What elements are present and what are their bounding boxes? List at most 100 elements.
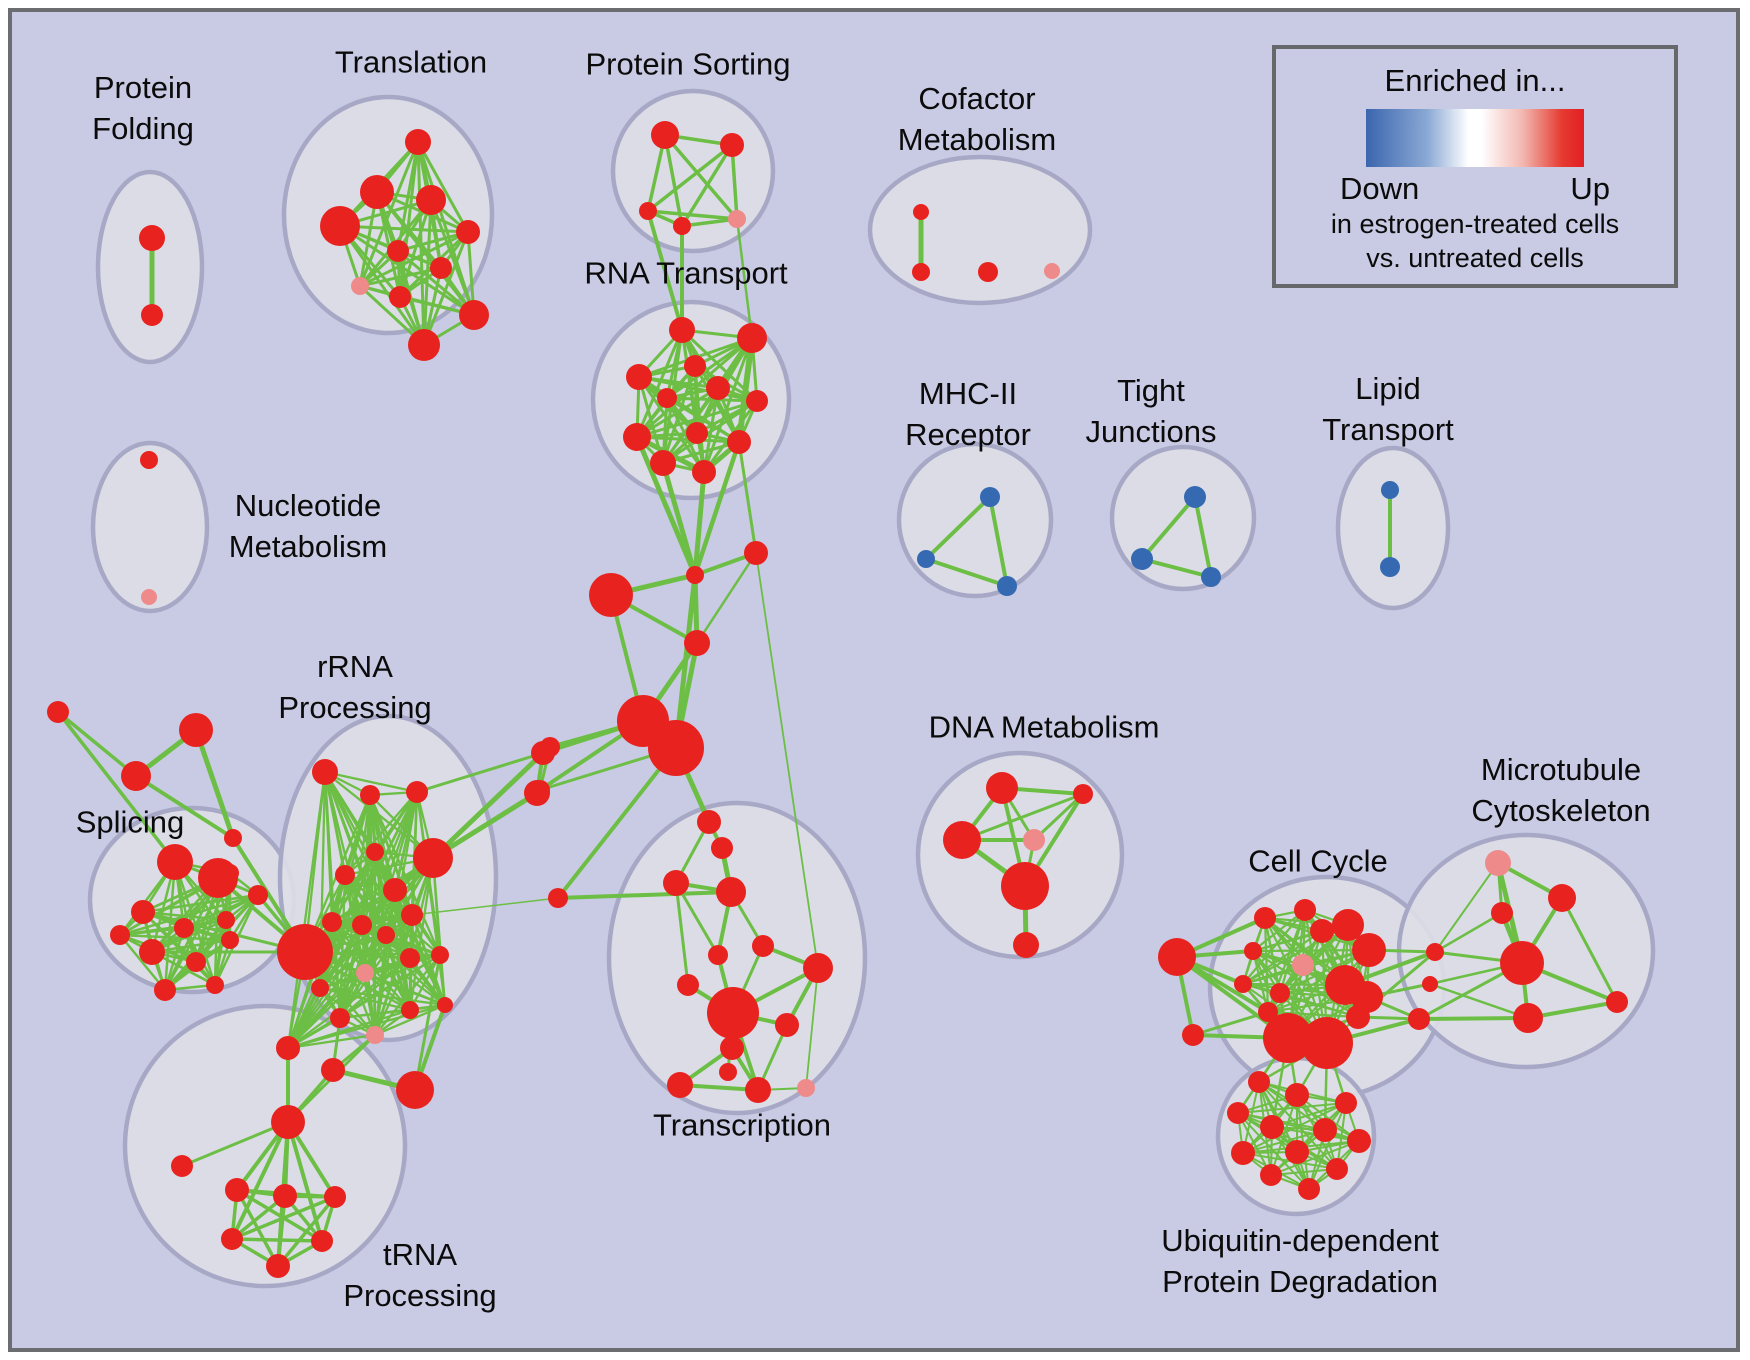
gene-set-node-cc5 [1332, 909, 1364, 941]
edge-dn1-dn2 [960, 792, 1085, 842]
gene-set-node-rt5 [657, 388, 677, 408]
gene-set-node-nm1 [141, 589, 157, 605]
gene-set-node-rr12 [400, 948, 420, 968]
gene-set-node-cf3 [1044, 263, 1060, 279]
gene-set-node-cc13 [1258, 1002, 1278, 1022]
edge-rr16-rr19 [318, 986, 412, 1012]
gene-set-node-cf2 [978, 262, 998, 282]
edge-rr7-rr15 [373, 913, 414, 1037]
gene-set-node-rr4 [413, 838, 453, 878]
gene-set-node-t1 [711, 837, 733, 859]
gene-set-node-rr20 [321, 1058, 345, 1082]
gene-set-node-dn5 [1013, 932, 1039, 958]
edge-st2-tw2 [556, 746, 678, 900]
gene-set-node-lp0 [1381, 481, 1399, 499]
edge-tj1-tj2 [1140, 557, 1213, 579]
edge-ps1-ps2 [646, 143, 734, 213]
gene-set-node-t4 [752, 935, 774, 957]
gene-set-node-sp10 [110, 925, 130, 945]
legend-caption-line1: in estrogen-treated cells [1330, 209, 1620, 239]
gene-set-node-t2 [663, 870, 689, 896]
edge-rr2-rr14 [338, 790, 419, 1020]
legend-title: Enriched in... [1384, 63, 1566, 98]
cluster-label-cofactor-metabolism: Cofactor Metabolism [897, 81, 1057, 157]
gene-set-node-rt10 [650, 450, 676, 476]
gene-set-node-mt3 [1500, 941, 1544, 985]
edge-rr9-rr19 [318, 923, 364, 990]
cluster-label-protein-folding: Protein Folding [92, 70, 194, 146]
cluster-label-lipid-transport: Lipid Transport [1322, 371, 1454, 447]
edge-ub5-ub6 [1242, 1129, 1326, 1154]
edge-st2-t3 [556, 890, 733, 900]
gene-set-node-rr11 [356, 964, 374, 982]
edge-rt11-ct0 [692, 469, 707, 578]
edge-th-tn5 [286, 1120, 324, 1243]
gene-set-node-ub4 [1260, 1115, 1284, 1139]
edge-rr5-rr7 [343, 873, 414, 917]
gene-set-node-pf1 [141, 304, 163, 326]
gene-set-node-sp3 [174, 918, 194, 938]
edge-ub9-ub10 [1270, 1168, 1338, 1176]
gene-set-node-mt4 [1513, 1003, 1543, 1033]
edge-rt9-ct1 [737, 440, 758, 555]
edge-rr8-rr16 [330, 920, 412, 1012]
gene-set-node-t0 [697, 810, 721, 834]
edge-rt2-rt9 [693, 364, 741, 444]
edge-tn3-tn6 [276, 1195, 337, 1268]
gene-set-node-rr2 [406, 781, 428, 803]
edge-rr15-rr17 [373, 1003, 447, 1037]
edge-mh0-mh1 [924, 495, 992, 561]
edge-sp8-sp11 [163, 893, 260, 992]
cluster-label-ubiquitin: Ubiquitin-dependent Protein Degradation [1161, 1223, 1439, 1299]
gene-set-node-sp9 [221, 864, 239, 882]
gene-set-node-cc1 [1182, 1024, 1204, 1046]
edge-sp10-sp11 [118, 933, 167, 992]
edge-tn4-tn5 [230, 1237, 324, 1243]
edge-tl4-tl5 [396, 230, 470, 253]
gene-set-node-rr5 [335, 865, 355, 885]
gene-set-node-ub11 [1298, 1178, 1320, 1200]
edge-sp8-sp10 [118, 893, 260, 937]
edge-rr6-rr14 [338, 888, 397, 1020]
gene-set-node-rt3 [626, 364, 652, 390]
cluster-label-tight-junctions: Tight Junctions [1085, 373, 1217, 449]
edge-ps2-rt0 [646, 209, 684, 332]
gene-set-node-cc4 [1310, 919, 1334, 943]
gene-set-node-ext0 [47, 701, 69, 723]
edge-rr17-rr19 [318, 986, 447, 1007]
edge-cc17-mt2 [1433, 911, 1504, 954]
gene-set-node-tj0 [1184, 486, 1206, 508]
gene-set-node-tr2 [224, 829, 242, 847]
edge-rr7-st2 [411, 897, 559, 916]
gene-set-node-rr9 [352, 915, 372, 935]
gene-set-node-tn2 [273, 1184, 297, 1208]
edge-cc6-cc7 [1251, 948, 1371, 953]
edge-ext0-sp0 [56, 710, 177, 864]
gene-set-node-tl6 [430, 257, 452, 279]
gene-set-node-ub7 [1347, 1129, 1371, 1153]
edge-ps0-ps4 [663, 133, 739, 221]
edge-ps3-ps4 [680, 217, 739, 228]
edge-rr7-rr8 [330, 913, 414, 924]
edge-rr4-cn0 [430, 750, 546, 861]
legend-up-label: Up [1570, 171, 1610, 206]
edge-cc19-mt4 [1417, 1016, 1530, 1021]
gene-set-node-rr8 [322, 912, 342, 932]
edge-tr1-tr2 [134, 774, 235, 840]
gene-set-node-ps2 [639, 202, 657, 220]
gene-set-node-cc6 [1352, 933, 1386, 967]
gene-set-node-cc3 [1294, 899, 1316, 921]
edge-rr0-rr18 [286, 770, 327, 1050]
edge-rr4-rr16 [408, 856, 435, 1012]
gene-set-node-cc9 [1234, 975, 1252, 993]
edge-cc18-mt4 [1428, 982, 1530, 1020]
gene-set-node-rt2 [684, 355, 706, 377]
gene-set-node-rr15 [366, 1026, 384, 1044]
gene-set-node-tl7 [351, 277, 369, 295]
edge-tl0-tl4 [416, 140, 470, 234]
edge-ps1-ps4 [730, 143, 739, 221]
gene-set-node-ub8 [1285, 1140, 1309, 1164]
edge-rr8-rr17 [330, 920, 447, 1007]
gene-set-node-mt0 [1485, 850, 1511, 876]
gene-set-node-tn0 [171, 1155, 193, 1177]
